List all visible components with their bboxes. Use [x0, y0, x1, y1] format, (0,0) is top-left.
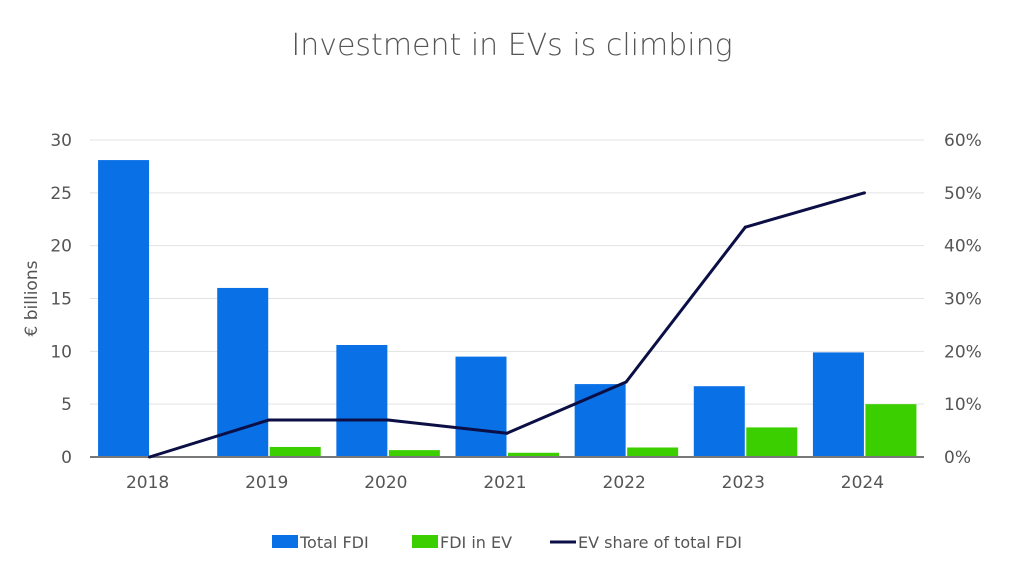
line-point — [267, 418, 271, 422]
line-point — [743, 225, 747, 229]
y-tick-label: 0 — [61, 448, 72, 468]
line-point — [862, 191, 866, 195]
y2-tick-label: 30% — [944, 290, 982, 310]
bar-total-fdi — [455, 356, 507, 457]
bar-total-fdi — [693, 386, 745, 457]
bar-fdi-in-ev — [865, 404, 917, 457]
bar-fdi-in-ev — [269, 446, 321, 457]
line-point — [624, 380, 628, 384]
bar-fdi-in-ev — [388, 450, 440, 457]
legend-swatch — [412, 535, 438, 548]
y2-tick-label: 20% — [944, 342, 982, 362]
bar-total-fdi — [812, 352, 864, 457]
line-point — [148, 455, 152, 459]
bar-total-fdi — [336, 344, 388, 457]
y2-tick-label: 0% — [944, 448, 971, 468]
y2-tick-label: 60% — [944, 131, 982, 151]
line-point — [386, 418, 390, 422]
legend-label: FDI in EV — [440, 533, 512, 552]
y-tick-label: 20 — [50, 237, 72, 257]
bar-fdi-in-ev — [508, 452, 559, 457]
y-tick-label: 30 — [50, 131, 72, 151]
y-tick-label: 5 — [61, 395, 72, 415]
x-tick-label: 2020 — [364, 473, 407, 493]
y-axis-label: € billions — [22, 260, 42, 336]
legend-label: EV share of total FDI — [578, 533, 742, 552]
y-tick-label: 15 — [50, 290, 72, 310]
x-tick-label: 2023 — [722, 473, 765, 493]
bar-fdi-in-ev — [627, 447, 679, 457]
bar-fdi-in-ev — [746, 427, 798, 457]
x-tick-label: 2022 — [603, 473, 646, 493]
x-tick-label: 2019 — [245, 473, 288, 493]
legend-label: Total FDI — [299, 533, 369, 552]
x-tick-label: 2024 — [841, 473, 884, 493]
y2-tick-label: 40% — [944, 237, 982, 257]
y-tick-label: 25 — [50, 184, 72, 204]
y2-tick-label: 10% — [944, 395, 982, 415]
chart-title: Investment in EVs is climbing — [291, 28, 733, 63]
x-tick-label: 2021 — [483, 473, 526, 493]
bar-total-fdi — [217, 287, 269, 457]
x-tick-label: 2018 — [126, 473, 169, 493]
bar-total-fdi — [574, 384, 626, 457]
y-tick-label: 10 — [50, 342, 72, 362]
bar-total-fdi — [98, 160, 150, 457]
line-point — [505, 431, 509, 435]
legend-swatch — [272, 535, 298, 548]
y2-tick-label: 50% — [944, 184, 982, 204]
